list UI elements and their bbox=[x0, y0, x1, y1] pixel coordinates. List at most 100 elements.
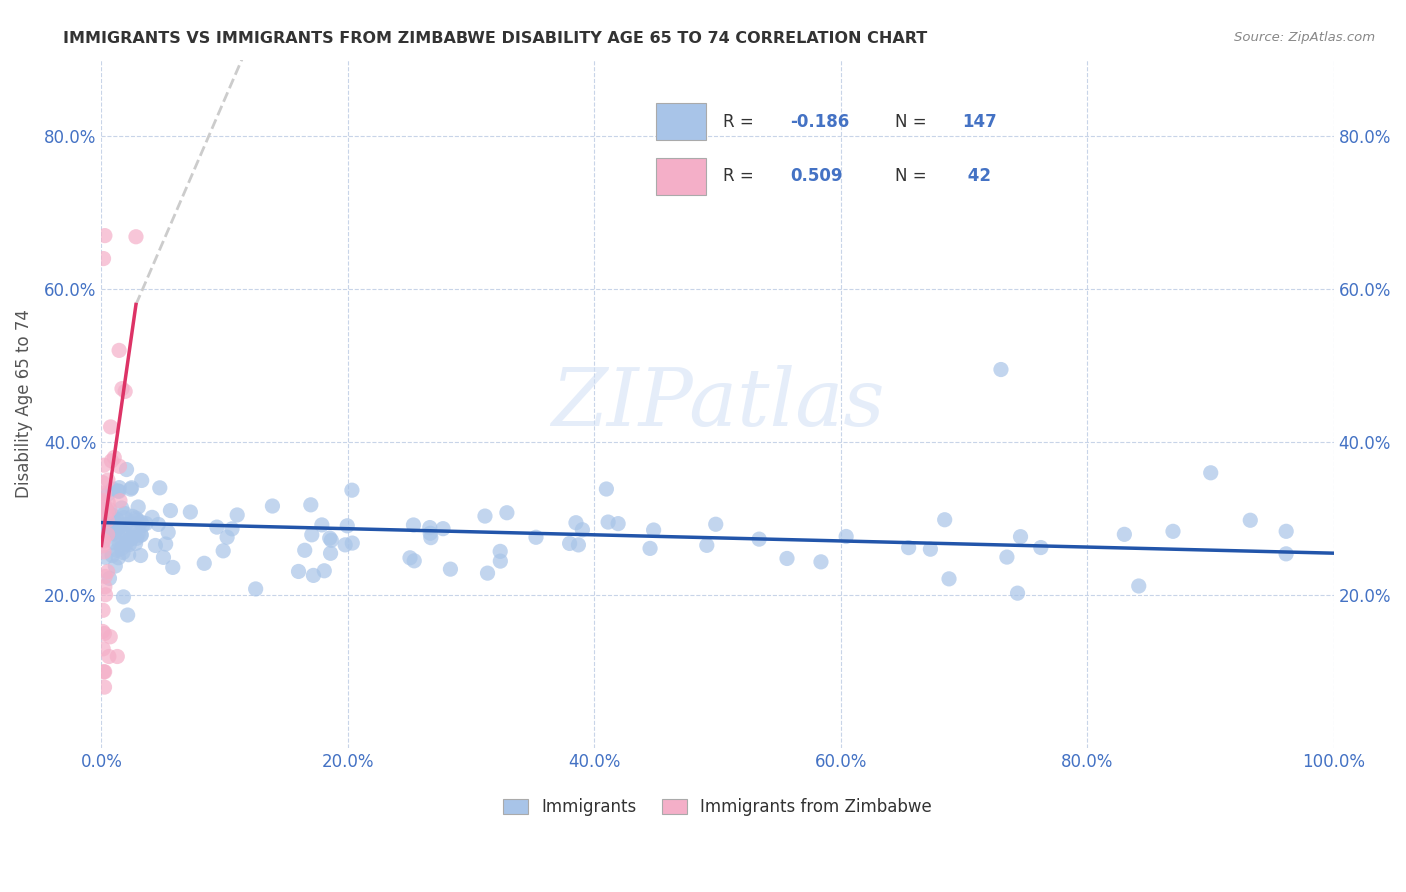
Point bbox=[920, 542, 942, 557]
Point bbox=[97, 565, 120, 579]
Point bbox=[311, 517, 333, 532]
Point bbox=[108, 484, 131, 499]
Point bbox=[103, 518, 125, 533]
Point bbox=[319, 531, 342, 545]
Point bbox=[226, 508, 249, 522]
Point bbox=[105, 543, 128, 558]
Point bbox=[212, 544, 235, 558]
Point bbox=[108, 481, 131, 495]
Point bbox=[91, 603, 114, 617]
Point bbox=[1128, 579, 1150, 593]
Point bbox=[1199, 466, 1222, 480]
Point bbox=[105, 649, 128, 664]
Point bbox=[321, 533, 343, 548]
Point bbox=[91, 534, 114, 549]
Point bbox=[419, 520, 441, 534]
Point bbox=[567, 538, 589, 552]
Point bbox=[93, 495, 115, 509]
Point bbox=[314, 564, 336, 578]
Point bbox=[98, 630, 121, 644]
Point bbox=[115, 462, 138, 476]
Point bbox=[558, 536, 581, 550]
Point bbox=[118, 537, 141, 551]
Point bbox=[152, 550, 174, 565]
Point bbox=[938, 572, 960, 586]
Point bbox=[1275, 547, 1298, 561]
Point bbox=[91, 624, 114, 639]
Point bbox=[91, 475, 114, 490]
Point bbox=[111, 500, 134, 515]
Point bbox=[934, 513, 956, 527]
Point bbox=[565, 516, 588, 530]
Point bbox=[94, 580, 117, 594]
Y-axis label: Disability Age 65 to 74: Disability Age 65 to 74 bbox=[15, 310, 32, 499]
Point bbox=[96, 521, 118, 535]
Point bbox=[162, 560, 184, 574]
Point bbox=[129, 527, 152, 541]
Point bbox=[93, 665, 115, 679]
Point bbox=[93, 252, 115, 266]
Point bbox=[129, 528, 152, 542]
Point bbox=[93, 486, 115, 500]
Point bbox=[107, 521, 129, 535]
Point bbox=[179, 505, 201, 519]
Point bbox=[108, 459, 131, 474]
Point bbox=[114, 517, 136, 532]
Point bbox=[704, 517, 727, 532]
Point bbox=[101, 526, 124, 541]
Point bbox=[897, 541, 920, 555]
Point bbox=[108, 535, 131, 549]
Point bbox=[114, 527, 136, 541]
Point bbox=[103, 514, 125, 528]
Point bbox=[96, 503, 118, 517]
Point bbox=[93, 665, 115, 679]
Point bbox=[96, 505, 118, 519]
Point bbox=[125, 513, 148, 527]
Point bbox=[93, 458, 115, 473]
Point bbox=[120, 482, 142, 496]
Point bbox=[524, 530, 547, 544]
Point bbox=[108, 343, 131, 358]
Point bbox=[98, 524, 121, 539]
Point bbox=[419, 526, 441, 541]
Point bbox=[432, 522, 454, 536]
Point bbox=[319, 546, 342, 560]
Point bbox=[111, 541, 134, 556]
Point bbox=[112, 510, 135, 524]
Point bbox=[111, 382, 134, 396]
Point bbox=[205, 520, 228, 534]
Point bbox=[114, 384, 136, 399]
Point bbox=[94, 513, 117, 527]
Point bbox=[835, 529, 858, 543]
Point bbox=[132, 518, 155, 533]
Point bbox=[301, 528, 323, 542]
Point bbox=[340, 483, 363, 498]
Point bbox=[103, 536, 125, 550]
Point bbox=[94, 588, 117, 602]
Point bbox=[302, 568, 325, 582]
Point bbox=[598, 515, 620, 529]
Point bbox=[776, 551, 799, 566]
Point bbox=[335, 538, 357, 552]
Point bbox=[111, 545, 134, 559]
Point bbox=[91, 539, 114, 553]
Point bbox=[638, 541, 661, 556]
Point bbox=[93, 626, 115, 640]
Point bbox=[696, 538, 718, 552]
Point bbox=[93, 493, 115, 508]
Point bbox=[149, 481, 172, 495]
Point bbox=[342, 536, 364, 550]
Point bbox=[100, 454, 122, 468]
Point bbox=[1010, 530, 1032, 544]
Point bbox=[643, 523, 665, 537]
Point bbox=[93, 522, 115, 536]
Text: Source: ZipAtlas.com: Source: ZipAtlas.com bbox=[1234, 31, 1375, 45]
Point bbox=[107, 550, 129, 565]
Point bbox=[93, 531, 115, 545]
Point bbox=[96, 512, 118, 526]
Point bbox=[94, 550, 117, 565]
Point bbox=[117, 548, 139, 562]
Point bbox=[145, 539, 167, 553]
Point bbox=[98, 523, 121, 537]
Point bbox=[1239, 513, 1261, 527]
